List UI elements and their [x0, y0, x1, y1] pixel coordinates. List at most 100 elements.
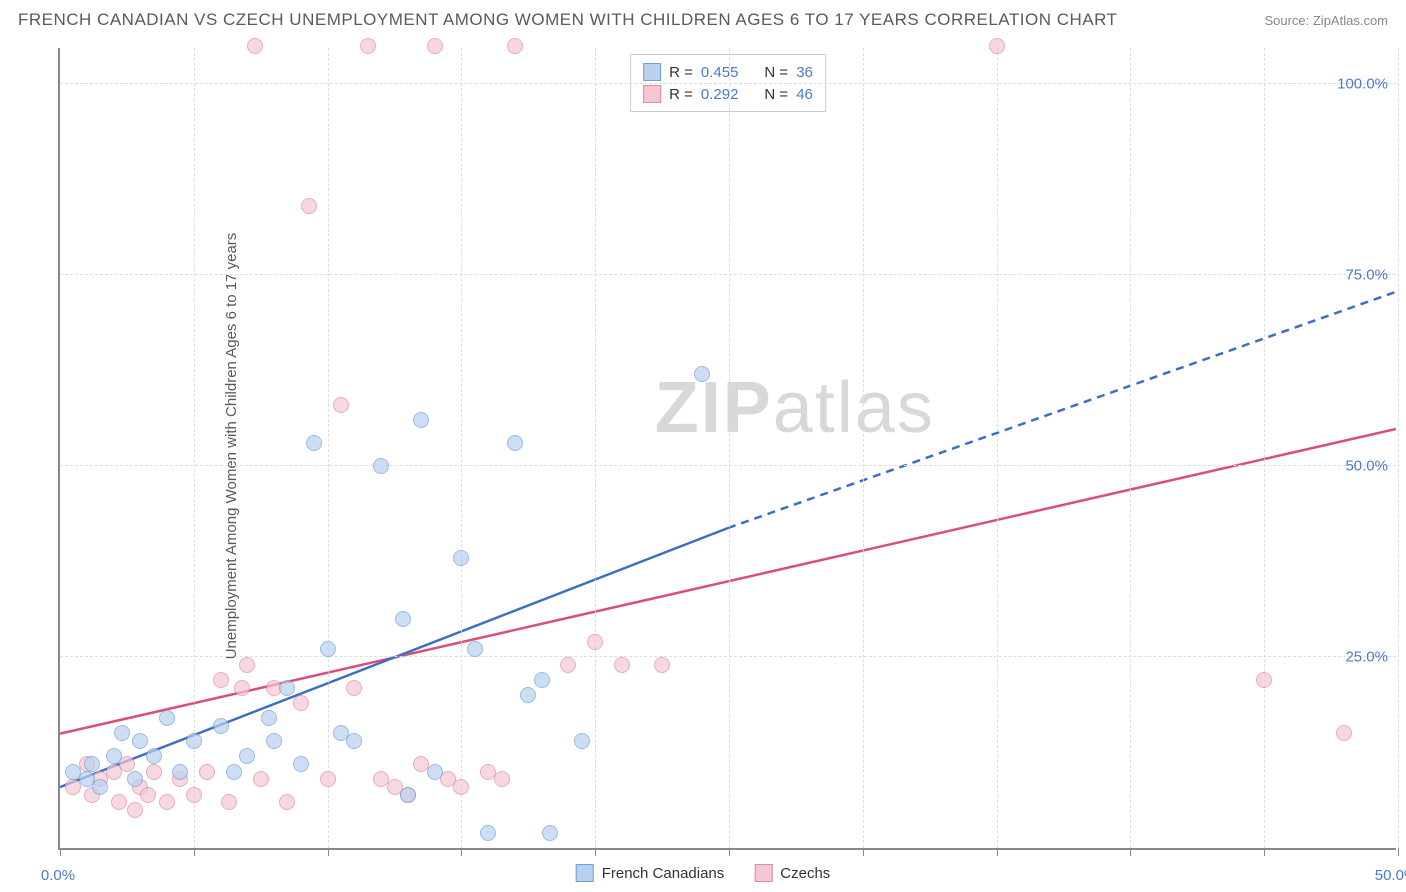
chart-title: FRENCH CANADIAN VS CZECH UNEMPLOYMENT AM…	[18, 10, 1117, 30]
data-point	[1256, 672, 1272, 688]
r-value-1: 0.455	[701, 64, 739, 81]
x-tick	[997, 848, 998, 856]
data-point	[507, 38, 523, 54]
data-point	[111, 794, 127, 810]
data-point	[427, 764, 443, 780]
gridline-vertical	[595, 48, 596, 848]
data-point	[213, 718, 229, 734]
gridline-horizontal	[60, 83, 1396, 84]
x-tick	[863, 848, 864, 856]
x-tick	[60, 848, 61, 856]
r-label-2: R =	[669, 86, 693, 103]
correlation-row-1: R = 0.455 N = 36	[643, 61, 813, 83]
correlation-row-2: R = 0.292 N = 46	[643, 83, 813, 105]
swatch-french-canadians-bottom	[576, 864, 594, 882]
n-value-1: 36	[796, 64, 813, 81]
data-point	[127, 802, 143, 818]
data-point	[346, 680, 362, 696]
gridline-horizontal	[60, 465, 1396, 466]
swatch-czechs-bottom	[754, 864, 772, 882]
chart-source: Source: ZipAtlas.com	[1264, 13, 1388, 28]
n-label-2: N =	[764, 86, 788, 103]
data-point	[253, 771, 269, 787]
x-tick-label: 0.0%	[41, 867, 75, 884]
data-point	[279, 794, 295, 810]
data-point	[373, 458, 389, 474]
data-point	[106, 748, 122, 764]
data-point	[520, 687, 536, 703]
data-point	[395, 611, 411, 627]
r-label: R =	[669, 64, 693, 81]
y-tick-label: 50.0%	[1345, 458, 1388, 475]
x-tick	[328, 848, 329, 856]
data-point	[542, 825, 558, 841]
data-point	[239, 657, 255, 673]
data-point	[84, 756, 100, 772]
data-point	[614, 657, 630, 673]
data-point	[301, 198, 317, 214]
data-point	[213, 672, 229, 688]
y-tick-label: 75.0%	[1345, 267, 1388, 284]
data-point	[119, 756, 135, 772]
data-point	[261, 710, 277, 726]
data-point	[400, 787, 416, 803]
data-point	[333, 397, 349, 413]
data-point	[172, 764, 188, 780]
data-point	[574, 733, 590, 749]
gridline-vertical	[997, 48, 998, 848]
x-tick	[1130, 848, 1131, 856]
data-point	[346, 733, 362, 749]
y-tick-label: 25.0%	[1345, 649, 1388, 666]
data-point	[114, 725, 130, 741]
data-point	[266, 733, 282, 749]
chart-plot-area: ZIPatlas R = 0.455 N = 36 R = 0.292 N = …	[58, 48, 1396, 850]
legend-item-czechs: Czechs	[754, 864, 830, 882]
data-point	[320, 641, 336, 657]
data-point	[467, 641, 483, 657]
data-point	[694, 366, 710, 382]
data-point	[221, 794, 237, 810]
data-point	[226, 764, 242, 780]
x-tick	[194, 848, 195, 856]
x-tick	[729, 848, 730, 856]
data-point	[199, 764, 215, 780]
gridline-vertical	[194, 48, 195, 848]
gridline-horizontal	[60, 274, 1396, 275]
data-point	[247, 38, 263, 54]
x-tick	[595, 848, 596, 856]
gridline-horizontal	[60, 656, 1396, 657]
data-point	[360, 38, 376, 54]
data-point	[132, 733, 148, 749]
data-point	[239, 748, 255, 764]
swatch-french-canadians	[643, 63, 661, 81]
x-tick	[1264, 848, 1265, 856]
gridline-vertical	[1264, 48, 1265, 848]
data-point	[560, 657, 576, 673]
data-point	[186, 787, 202, 803]
data-point	[146, 748, 162, 764]
x-tick-label: 50.0%	[1375, 867, 1406, 884]
chart-header: FRENCH CANADIAN VS CZECH UNEMPLOYMENT AM…	[18, 10, 1388, 30]
data-point	[306, 435, 322, 451]
watermark-bold: ZIP	[655, 368, 773, 448]
data-point	[234, 680, 250, 696]
data-point	[587, 634, 603, 650]
data-point	[146, 764, 162, 780]
n-value-2: 46	[796, 86, 813, 103]
data-point	[1336, 725, 1352, 741]
data-point	[494, 771, 510, 787]
data-point	[507, 435, 523, 451]
data-point	[989, 38, 1005, 54]
legend-label-1: French Canadians	[602, 865, 725, 882]
gridline-vertical	[1398, 48, 1399, 848]
data-point	[293, 695, 309, 711]
legend-item-french-canadians: French Canadians	[576, 864, 725, 882]
data-point	[480, 825, 496, 841]
x-tick	[1398, 848, 1399, 856]
gridline-vertical	[461, 48, 462, 848]
data-point	[654, 657, 670, 673]
gridline-vertical	[1130, 48, 1131, 848]
gridline-vertical	[863, 48, 864, 848]
data-point	[293, 756, 309, 772]
r-value-2: 0.292	[701, 86, 739, 103]
